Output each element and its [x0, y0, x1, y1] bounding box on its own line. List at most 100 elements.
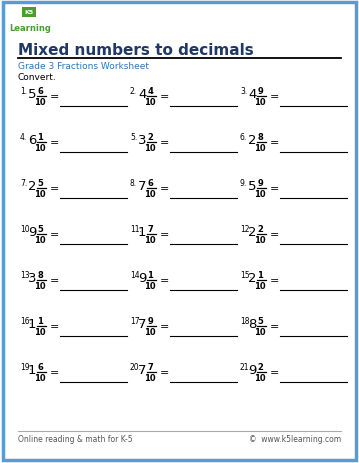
Text: Convert.: Convert.: [18, 73, 57, 82]
Text: =: =: [160, 321, 169, 332]
Text: 5: 5: [28, 88, 37, 101]
Text: 3.: 3.: [240, 87, 247, 96]
Text: =: =: [160, 184, 169, 194]
Text: =: =: [50, 230, 59, 239]
Text: 10: 10: [254, 373, 266, 382]
Text: 10: 10: [144, 236, 156, 244]
Text: =: =: [50, 275, 59, 285]
FancyBboxPatch shape: [22, 8, 36, 18]
FancyBboxPatch shape: [3, 3, 356, 460]
Text: 8.: 8.: [130, 179, 137, 188]
Text: 4: 4: [138, 88, 146, 101]
Text: 6: 6: [28, 134, 36, 147]
Text: 8: 8: [37, 270, 43, 279]
Text: =: =: [50, 184, 59, 194]
Text: 6: 6: [37, 87, 43, 96]
Text: 11.: 11.: [130, 225, 142, 233]
Text: 4.: 4.: [20, 133, 27, 142]
Text: =: =: [50, 92, 59, 102]
Text: 10: 10: [254, 189, 266, 199]
Text: 10: 10: [254, 236, 266, 244]
Text: 15.: 15.: [240, 270, 252, 279]
Text: 2: 2: [248, 225, 256, 238]
Text: 8: 8: [257, 133, 263, 142]
Text: =: =: [270, 275, 279, 285]
Text: 5: 5: [248, 180, 256, 193]
Text: 8: 8: [248, 317, 256, 330]
Text: 7.: 7.: [20, 179, 27, 188]
Text: ©  www.k5learning.com: © www.k5learning.com: [249, 434, 341, 443]
Text: =: =: [270, 367, 279, 377]
Text: 2.: 2.: [130, 87, 137, 96]
Text: 2: 2: [257, 225, 263, 233]
Text: 1: 1: [37, 316, 43, 325]
Text: 10.: 10.: [20, 225, 32, 233]
Text: 1: 1: [28, 363, 37, 376]
Text: 5: 5: [37, 225, 43, 233]
Text: 2: 2: [248, 271, 256, 284]
Text: 10: 10: [144, 327, 156, 336]
Text: Learning: Learning: [9, 24, 51, 33]
Text: 4: 4: [248, 88, 256, 101]
Text: 1: 1: [37, 133, 43, 142]
Text: 16.: 16.: [20, 316, 32, 325]
Text: =: =: [270, 138, 279, 148]
Text: 9: 9: [147, 316, 153, 325]
Text: 6: 6: [37, 362, 43, 371]
Text: =: =: [270, 92, 279, 102]
Text: Online reading & math for K-5: Online reading & math for K-5: [18, 434, 132, 443]
Text: =: =: [160, 92, 169, 102]
Text: 1: 1: [138, 225, 146, 238]
Text: 1: 1: [28, 317, 37, 330]
Text: 3: 3: [138, 134, 146, 147]
Text: 7: 7: [138, 317, 146, 330]
Text: 12.: 12.: [240, 225, 252, 233]
Text: 4: 4: [147, 87, 153, 96]
Text: 2: 2: [28, 180, 37, 193]
Text: 6: 6: [147, 179, 153, 188]
Text: 7: 7: [147, 362, 153, 371]
Text: 20.: 20.: [130, 362, 142, 371]
Text: =: =: [160, 138, 169, 148]
Text: 5.: 5.: [130, 133, 137, 142]
Text: 2: 2: [248, 134, 256, 147]
Text: 10: 10: [144, 282, 156, 290]
Text: =: =: [160, 230, 169, 239]
Text: Mixed numbers to decimals: Mixed numbers to decimals: [18, 43, 254, 58]
Text: 6.: 6.: [240, 133, 247, 142]
Text: =: =: [270, 184, 279, 194]
Text: 9: 9: [257, 87, 263, 96]
Text: =: =: [270, 230, 279, 239]
Text: 1.: 1.: [20, 87, 27, 96]
Text: K5: K5: [24, 11, 34, 15]
Text: 1: 1: [147, 270, 153, 279]
Text: 10: 10: [34, 236, 46, 244]
Text: 5: 5: [37, 179, 43, 188]
Text: =: =: [50, 138, 59, 148]
Text: 19.: 19.: [20, 362, 32, 371]
Text: 10: 10: [34, 327, 46, 336]
Text: 10: 10: [144, 189, 156, 199]
Text: 9.: 9.: [240, 179, 247, 188]
Text: 10: 10: [34, 98, 46, 107]
Text: 10: 10: [34, 189, 46, 199]
Text: 21.: 21.: [240, 362, 252, 371]
Text: 3: 3: [28, 271, 37, 284]
Text: 10: 10: [144, 373, 156, 382]
Text: 10: 10: [34, 144, 46, 153]
Text: 10: 10: [254, 327, 266, 336]
Text: =: =: [270, 321, 279, 332]
Text: 7: 7: [147, 225, 153, 233]
Text: =: =: [160, 275, 169, 285]
Text: =: =: [50, 321, 59, 332]
Text: 14.: 14.: [130, 270, 142, 279]
Text: 10: 10: [254, 282, 266, 290]
Text: 10: 10: [34, 373, 46, 382]
Text: 10: 10: [254, 98, 266, 107]
Text: 17.: 17.: [130, 316, 142, 325]
Text: 9: 9: [28, 225, 36, 238]
Text: 5: 5: [257, 316, 263, 325]
Text: 9: 9: [248, 363, 256, 376]
Text: 10: 10: [144, 98, 156, 107]
Text: 18.: 18.: [240, 316, 252, 325]
